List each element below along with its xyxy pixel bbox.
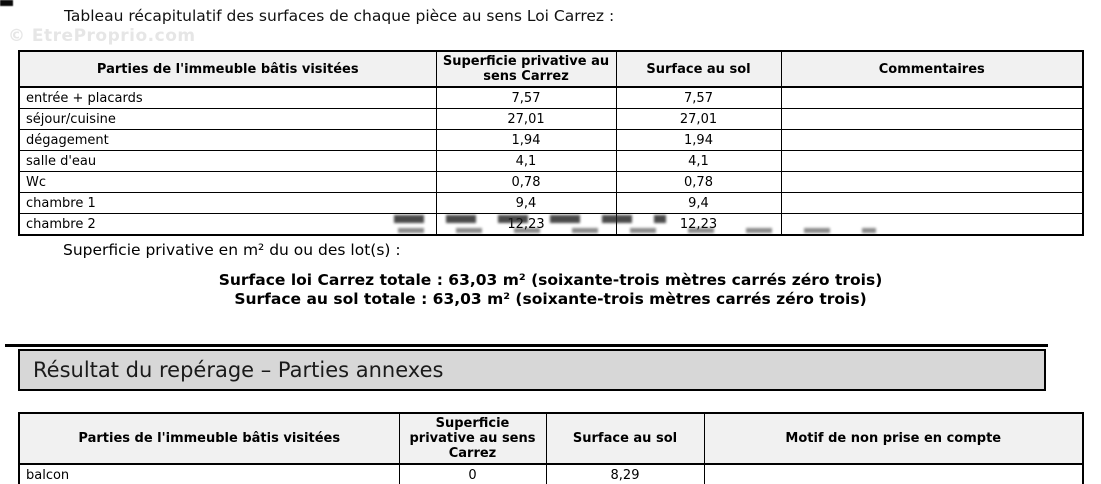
table-row: entrée + placards 7,57 7,57 [18,86,1084,109]
scan-corner-artifact [0,0,13,6]
section-banner: Résultat du repérage – Parties annexes [18,349,1046,391]
total-floor-line: Surface au sol totale : 63,03 m² (soixan… [234,289,867,308]
surfaces-table: Parties de l'immeuble bâtis visitées Sup… [18,50,1084,236]
col-header-carrez: Superficie privative au sens Carrez [435,50,617,88]
cell-carrez: 0 [398,463,547,484]
table-row: salle d'eau 4,1 4,1 [18,150,1084,172]
cell-carrez: 9,4 [435,192,617,214]
annex-table: Parties de l'immeuble bâtis visitées Sup… [18,412,1084,484]
cell-piece: Wc [18,171,437,193]
col-header-comments: Commentaires [780,50,1084,88]
cell-floor: 27,01 [615,108,782,130]
cell-carrez: 7,57 [435,86,617,109]
table-header-row: Parties de l'immeuble bâtis visitées Sup… [18,50,1084,88]
cell-comment [780,86,1084,109]
col-header-floor: Surface au sol [545,412,705,465]
cell-floor: 1,94 [615,129,782,151]
col-header-floor: Surface au sol [615,50,782,88]
col-header-motif: Motif de non prise en compte [703,412,1084,465]
cell-piece: chambre 2 [18,213,437,236]
cell-floor: 8,29 [545,463,705,484]
table-row: séjour/cuisine 27,01 27,01 [18,108,1084,130]
cell-comment [780,192,1084,214]
cell-carrez: 1,94 [435,129,617,151]
lots-surface-label: Superficie privative en m² du ou des lot… [63,241,401,259]
col-header-carrez: Superficie privative au sens Carrez [398,412,547,465]
watermark-smudge [394,215,666,223]
cell-comment [780,150,1084,172]
cell-floor: 4,1 [615,150,782,172]
cell-floor: 0,78 [615,171,782,193]
table-header-row: Parties de l'immeuble bâtis visitées Sup… [18,412,1084,465]
cell-piece: entrée + placards [18,86,437,109]
total-carrez-line: Surface loi Carrez totale : 63,03 m² (so… [218,271,883,289]
table-row: Wc 0,78 0,78 [18,171,1084,193]
col-header-pieces: Parties de l'immeuble bâtis visitées [18,50,437,88]
cell-piece: balcon [18,463,400,484]
cell-comment [780,171,1084,193]
cell-piece: chambre 1 [18,192,437,214]
cell-carrez: 4,1 [435,150,617,172]
cell-piece: salle d'eau [18,150,437,172]
section-divider-rule [5,344,1048,347]
page-title: Tableau récapitulatif des surfaces de ch… [64,7,615,25]
watermark-smudge [398,228,876,233]
table-row: balcon 0 8,29 [18,463,1084,484]
table-row: dégagement 1,94 1,94 [18,129,1084,151]
totals-block: Surface loi Carrez totale : 63,03 m² (so… [0,271,1101,308]
cell-carrez: 0,78 [435,171,617,193]
cell-piece: séjour/cuisine [18,108,437,130]
cell-piece: dégagement [18,129,437,151]
table-row: chambre 1 9,4 9,4 [18,192,1084,214]
col-header-pieces: Parties de l'immeuble bâtis visitées [18,412,400,465]
cell-floor: 9,4 [615,192,782,214]
cell-comment [780,108,1084,130]
cell-motif [703,463,1084,484]
cell-floor: 7,57 [615,86,782,109]
site-watermark: © EtreProprio.com [8,26,196,46]
cell-comment [780,129,1084,151]
cell-carrez: 27,01 [435,108,617,130]
